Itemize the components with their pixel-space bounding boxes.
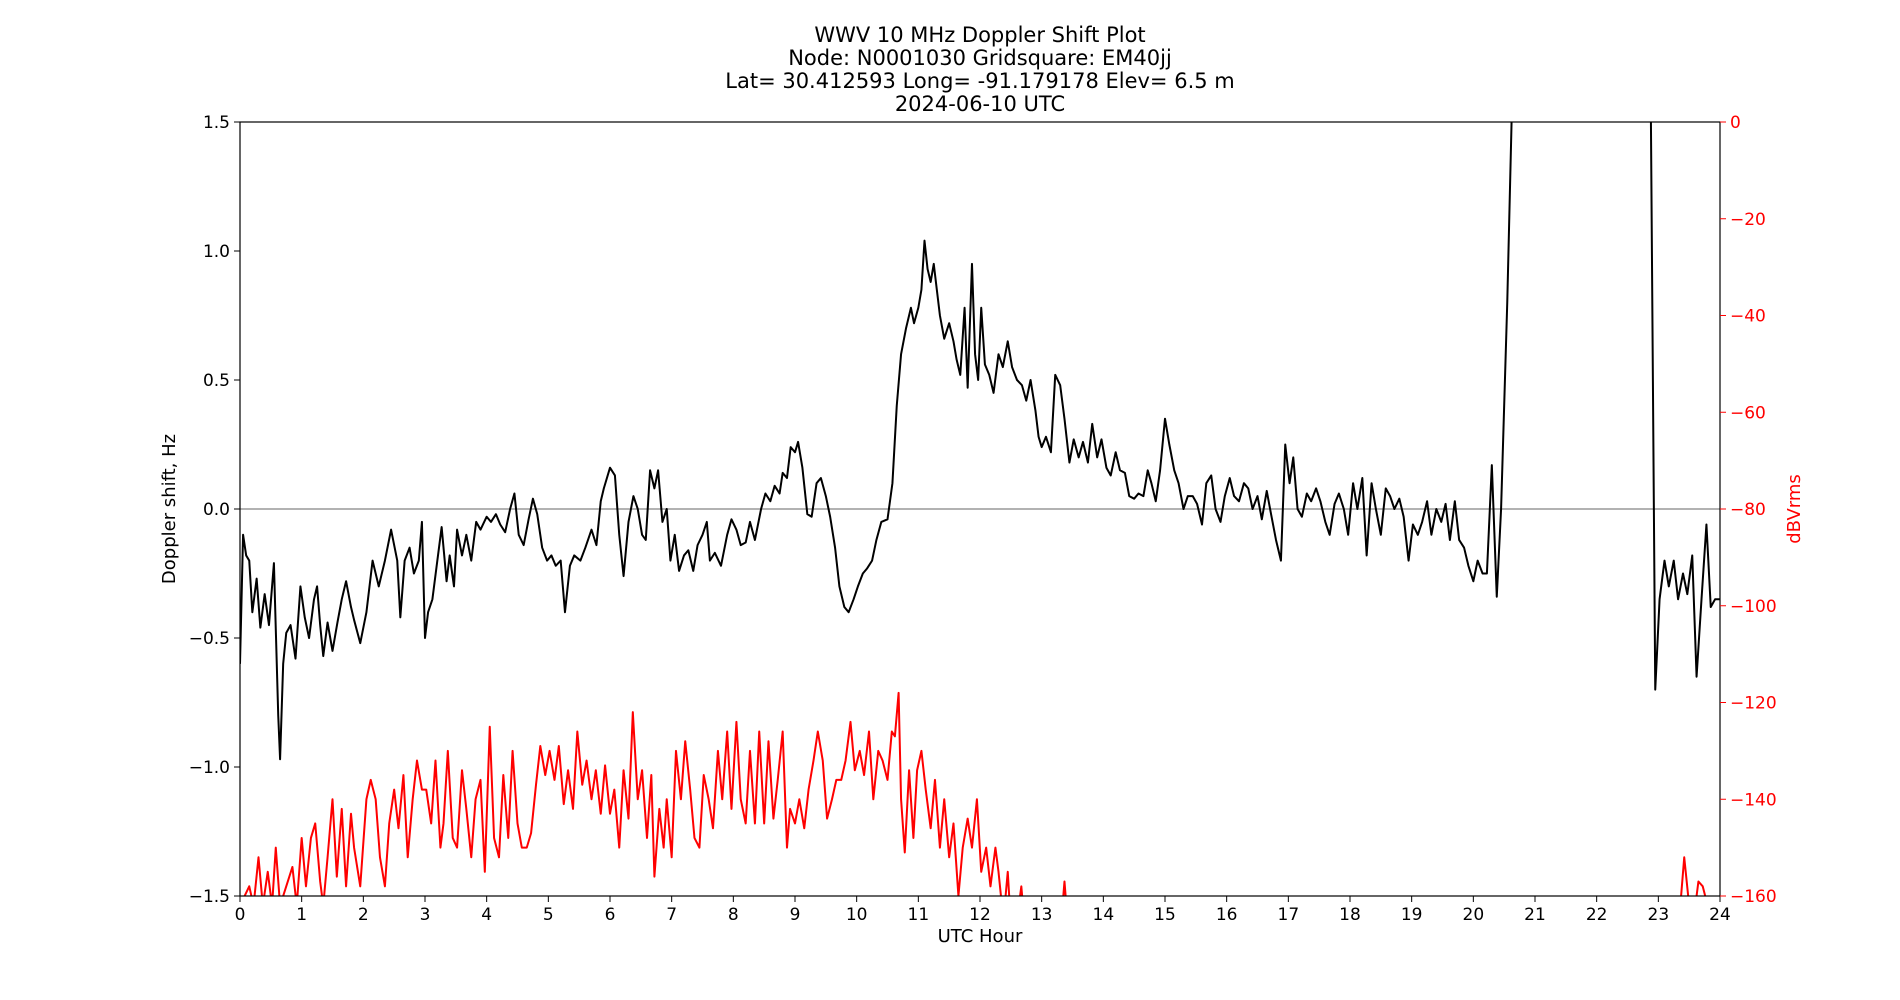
x-tick-label: 22 [1586, 905, 1608, 925]
y-tick-label: 0.5 [203, 371, 230, 391]
x-tick-label: 9 [790, 905, 801, 925]
y2-tick-label: −60 [1730, 403, 1766, 423]
chart-subtitle-location: Lat= 30.412593 Long= -91.179178 Elev= 6.… [725, 69, 1234, 93]
doppler-shift-line-late [1649, 122, 1720, 691]
y-axis-label: Doppler shift, Hz [159, 434, 180, 584]
y2-tick-label: −100 [1730, 597, 1777, 617]
y2-tick-label: −40 [1730, 307, 1766, 327]
x-tick-label: 0 [235, 905, 246, 925]
x-tick-label: 16 [1216, 905, 1238, 925]
x-tick-label: 13 [1031, 905, 1053, 925]
chart-title: WWV 10 MHz Doppler Shift Plot [814, 23, 1145, 47]
y2-axis-label: dBVrms [1784, 474, 1805, 544]
y-tick-label: −1.0 [189, 758, 230, 778]
chart-subtitle-node: Node: N0001030 Gridsquare: EM40jj [788, 46, 1172, 70]
y2-tick-label: 0 [1730, 113, 1741, 133]
x-tick-label: 3 [420, 905, 431, 925]
y-tick-label: 1.5 [203, 113, 230, 133]
doppler-shift-line [240, 122, 1513, 761]
y2-tick-label: −140 [1730, 790, 1777, 810]
y-tick-label: 0.0 [203, 500, 230, 520]
y2-tick-label: −20 [1730, 210, 1766, 230]
y2-tick-label: −80 [1730, 500, 1766, 520]
x-tick-label: 2 [358, 905, 369, 925]
x-tick-label: 14 [1093, 905, 1115, 925]
y-tick-label: −1.5 [189, 887, 230, 907]
x-tick-label: 20 [1463, 905, 1485, 925]
x-tick-label: 18 [1339, 905, 1361, 925]
x-tick-label: 1 [296, 905, 307, 925]
x-tick-label: 24 [1709, 905, 1731, 925]
x-tick-label: 10 [846, 905, 868, 925]
x-tick-label: 15 [1154, 905, 1176, 925]
x-tick-label: 21 [1524, 905, 1546, 925]
x-axis-label: UTC Hour [938, 926, 1023, 947]
x-tick-label: 23 [1648, 905, 1670, 925]
x-tick-label: 19 [1401, 905, 1423, 925]
x-tick-label: 7 [666, 905, 677, 925]
x-tick-label: 8 [728, 905, 739, 925]
x-tick-label: 12 [969, 905, 991, 925]
y2-tick-label: −160 [1730, 887, 1777, 907]
y-tick-label: −0.5 [189, 629, 230, 649]
signal-power-line [243, 691, 1707, 896]
x-tick-label: 17 [1278, 905, 1300, 925]
x-tick-label: 5 [543, 905, 554, 925]
y2-tick-label: −120 [1730, 694, 1777, 714]
x-tick-label: 6 [605, 905, 616, 925]
x-tick-label: 11 [908, 905, 930, 925]
y-tick-label: 1.0 [203, 242, 230, 262]
x-tick-label: 4 [481, 905, 492, 925]
chart-subtitle-date: 2024-06-10 UTC [895, 92, 1065, 116]
